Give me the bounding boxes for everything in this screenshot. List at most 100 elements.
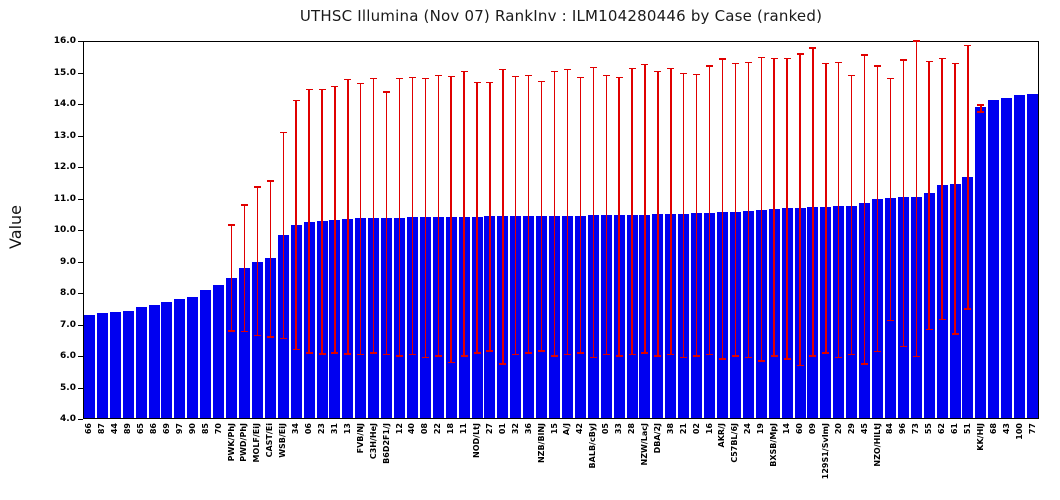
- error-bar-line: [295, 100, 297, 350]
- x-tick-label: 55: [924, 423, 934, 435]
- bar: [1027, 93, 1039, 418]
- error-bar-cap: [912, 355, 920, 358]
- x-tick-label: BALB/cByJ: [588, 423, 598, 469]
- y-tick-mark: [78, 388, 83, 389]
- error-bar-cap: [602, 353, 610, 356]
- error-bar-line: [243, 204, 246, 332]
- error-bar-cap: [240, 204, 248, 206]
- error-bar-cap: [473, 81, 481, 84]
- x-tick-label: 90: [187, 423, 197, 435]
- error-bar-cap: [589, 66, 597, 69]
- error-bar-cap: [899, 59, 907, 61]
- x-tick-label: 89: [123, 423, 133, 435]
- y-tick-mark: [78, 230, 83, 231]
- x-tick-label: 129S1/SvImJ: [820, 423, 830, 480]
- error-bar-line: [786, 58, 788, 360]
- y-tick-mark: [78, 167, 83, 168]
- error-bar-cap: [486, 350, 494, 353]
- error-bar-line: [889, 78, 892, 321]
- error-bar-cap: [925, 60, 933, 63]
- error-bar-cap: [279, 131, 287, 134]
- y-tick-mark: [78, 419, 83, 420]
- y-tick-mark: [78, 136, 83, 137]
- error-bar-cap: [628, 353, 636, 356]
- error-bar-cap: [344, 352, 352, 355]
- error-bar-cap: [886, 319, 894, 322]
- error-bar-cap: [486, 81, 494, 84]
- error-bar-cap: [253, 186, 261, 188]
- error-bar-cap: [421, 356, 429, 359]
- error-bar-line: [773, 58, 775, 356]
- error-bar-cap: [551, 355, 559, 357]
- error-bar-cap: [770, 355, 778, 357]
- x-tick-label: B6D2F1/J: [381, 423, 391, 464]
- error-bar-cap: [783, 57, 791, 60]
- error-bar-cap: [318, 352, 326, 355]
- bar: [975, 106, 987, 418]
- error-bar-cap: [357, 353, 365, 356]
- error-bar-cap: [822, 352, 830, 354]
- x-tick-label: 14: [782, 423, 792, 435]
- error-bar-cap: [757, 359, 765, 362]
- error-bar-cap: [228, 224, 236, 226]
- x-tick-label: 18: [446, 423, 456, 435]
- error-bar-cap: [460, 355, 468, 357]
- x-tick-label: 60: [795, 423, 804, 435]
- error-bar-line: [553, 71, 556, 356]
- error-bar-cap: [693, 73, 701, 76]
- y-axis-label: Value: [6, 205, 25, 249]
- error-bar-line: [360, 83, 362, 355]
- error-bar-cap: [370, 352, 378, 354]
- error-bar-line: [528, 75, 530, 353]
- x-tick-label: 12: [394, 423, 404, 435]
- x-tick-label: 21: [678, 423, 688, 435]
- bar: [988, 100, 1000, 418]
- y-tick-label: 11.0: [53, 194, 76, 204]
- x-tick-label: A/J: [562, 423, 572, 436]
- error-bar-cap: [228, 330, 236, 332]
- x-tick-label: 05: [601, 423, 611, 435]
- error-bar-cap: [822, 62, 830, 65]
- bar: [1001, 98, 1013, 418]
- error-bar-cap: [874, 65, 881, 67]
- error-bar-cap: [551, 70, 559, 73]
- y-tick-label: 10.0: [53, 225, 76, 235]
- x-tick-label: 51: [962, 423, 972, 435]
- error-bar-line: [450, 76, 452, 363]
- x-tick-label: NZB/BlNJ: [536, 423, 546, 464]
- error-bar-line: [411, 77, 414, 355]
- error-bar-cap: [693, 355, 701, 357]
- x-tick-label: 69: [161, 423, 171, 435]
- x-tick-label: 97: [174, 423, 184, 435]
- x-tick-label: 85: [200, 423, 210, 435]
- error-bar-cap: [240, 330, 248, 333]
- error-bar-line: [954, 63, 956, 334]
- error-bar-line: [670, 68, 672, 355]
- error-bar-cap: [680, 72, 688, 75]
- error-bar-cap: [615, 355, 623, 357]
- error-bar-cap: [266, 180, 274, 182]
- error-bar-cap: [783, 358, 791, 360]
- error-bar-line: [398, 78, 401, 356]
- x-tick-label: WSB/EiJ: [278, 423, 288, 458]
- error-bar-line: [230, 224, 233, 331]
- error-bar-cap: [447, 75, 455, 78]
- error-bar-line: [631, 68, 633, 355]
- error-bar-cap: [499, 363, 507, 365]
- x-tick-label: PWK/PhJ: [226, 423, 236, 462]
- error-bar-cap: [654, 355, 662, 357]
- x-tick-label: 29: [846, 423, 856, 435]
- x-tick-label: NZW/LacJ: [639, 423, 649, 466]
- error-bar-cap: [628, 67, 636, 70]
- y-tick-label: 13.0: [53, 131, 76, 141]
- y-tick-label: 6.0: [60, 351, 76, 361]
- x-tick-label: C3H/HeJ: [368, 423, 378, 460]
- y-tick-mark: [78, 41, 83, 42]
- error-bar-cap: [434, 74, 442, 77]
- y-tick-label: 16.0: [53, 36, 76, 46]
- error-bar-cap: [654, 70, 662, 73]
- bar: [251, 261, 263, 418]
- error-bar-cap: [861, 363, 869, 365]
- error-bar-cap: [835, 356, 843, 359]
- error-bar-line: [372, 78, 375, 353]
